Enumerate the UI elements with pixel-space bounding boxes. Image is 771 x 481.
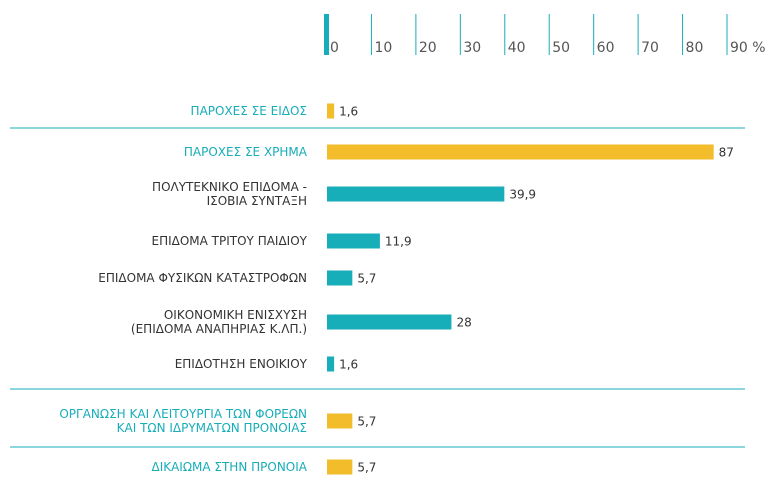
value-label: 39,9 xyxy=(509,188,536,202)
value-label: 1,6 xyxy=(339,358,358,372)
category-label: ΔΙΚΑΙΩΜΑ ΣΤΗΝ ΠΡΟΝΟΙΑ xyxy=(151,460,307,474)
bar xyxy=(327,459,353,475)
x-tick-label: 10 xyxy=(374,40,392,56)
category-label: ΕΠΙΔΟΤΗΣΗ ΕΝΟΙΚΙΟΥ xyxy=(174,357,307,371)
value-label: 28 xyxy=(456,316,471,330)
bar xyxy=(327,103,335,119)
category-label: ΠΑΡΟΧΕΣ ΣΕ ΕΙΔΟΣ xyxy=(190,104,307,118)
value-label: 5,7 xyxy=(357,272,376,286)
x-tick-label: 50 xyxy=(552,40,570,56)
x-tick-label: 70 xyxy=(641,40,659,56)
category-label: ΕΠΙΔΟΜΑ ΤΡΙΤΟΥ ΠΑΙΔΙΟΥ xyxy=(151,234,308,248)
value-label: 1,6 xyxy=(339,105,358,119)
bar xyxy=(327,356,335,372)
x-tick-label: 80 xyxy=(686,40,704,56)
x-tick-label: 20 xyxy=(419,40,437,56)
value-label: 11,9 xyxy=(385,235,412,249)
axis-zero xyxy=(324,14,329,55)
bar xyxy=(327,186,505,202)
category-label: ΟΙΚΟΝΟΜΙΚΗ ΕΝΙΣΧΥΣΗ (ΕΠΙΔΟΜΑ ΑΝΑΠΗΡΙΑΣ Κ… xyxy=(130,308,307,336)
category-label: ΠΑΡΟΧΕΣ ΣΕ ΧΡΗΜΑ xyxy=(183,145,307,159)
x-tick-label: 30 xyxy=(463,40,481,56)
bar xyxy=(327,314,452,330)
x-tick-label: 90 % xyxy=(730,40,766,56)
category-label: ΠΟΛΥΤΕΚΝΙΚΟ ΕΠΙΔΟΜΑ - ΙΣΟΒΙΑ ΣΥΝΤΑΞΗ xyxy=(152,180,307,208)
category-label: ΟΡΓΑΝΩΣΗ ΚΑΙ ΛΕΙΤΟΥΡΓΙΑ ΤΩΝ ΦΟΡΕΩΝ ΚΑΙ Τ… xyxy=(59,407,307,435)
value-label: 87 xyxy=(719,146,734,160)
bar xyxy=(327,144,714,160)
x-tick-label: 0 xyxy=(330,40,339,56)
x-tick-label: 40 xyxy=(508,40,526,56)
bar xyxy=(327,413,353,429)
category-label: ΕΠΙΔΟΜΑ ΦΥΣΙΚΩΝ ΚΑΤΑΣΤΡΟΦΩΝ xyxy=(98,271,307,285)
x-tick-label: 60 xyxy=(597,40,615,56)
bar xyxy=(327,270,353,286)
bar xyxy=(327,233,380,249)
value-label: 5,7 xyxy=(357,461,376,475)
value-label: 5,7 xyxy=(357,415,376,429)
